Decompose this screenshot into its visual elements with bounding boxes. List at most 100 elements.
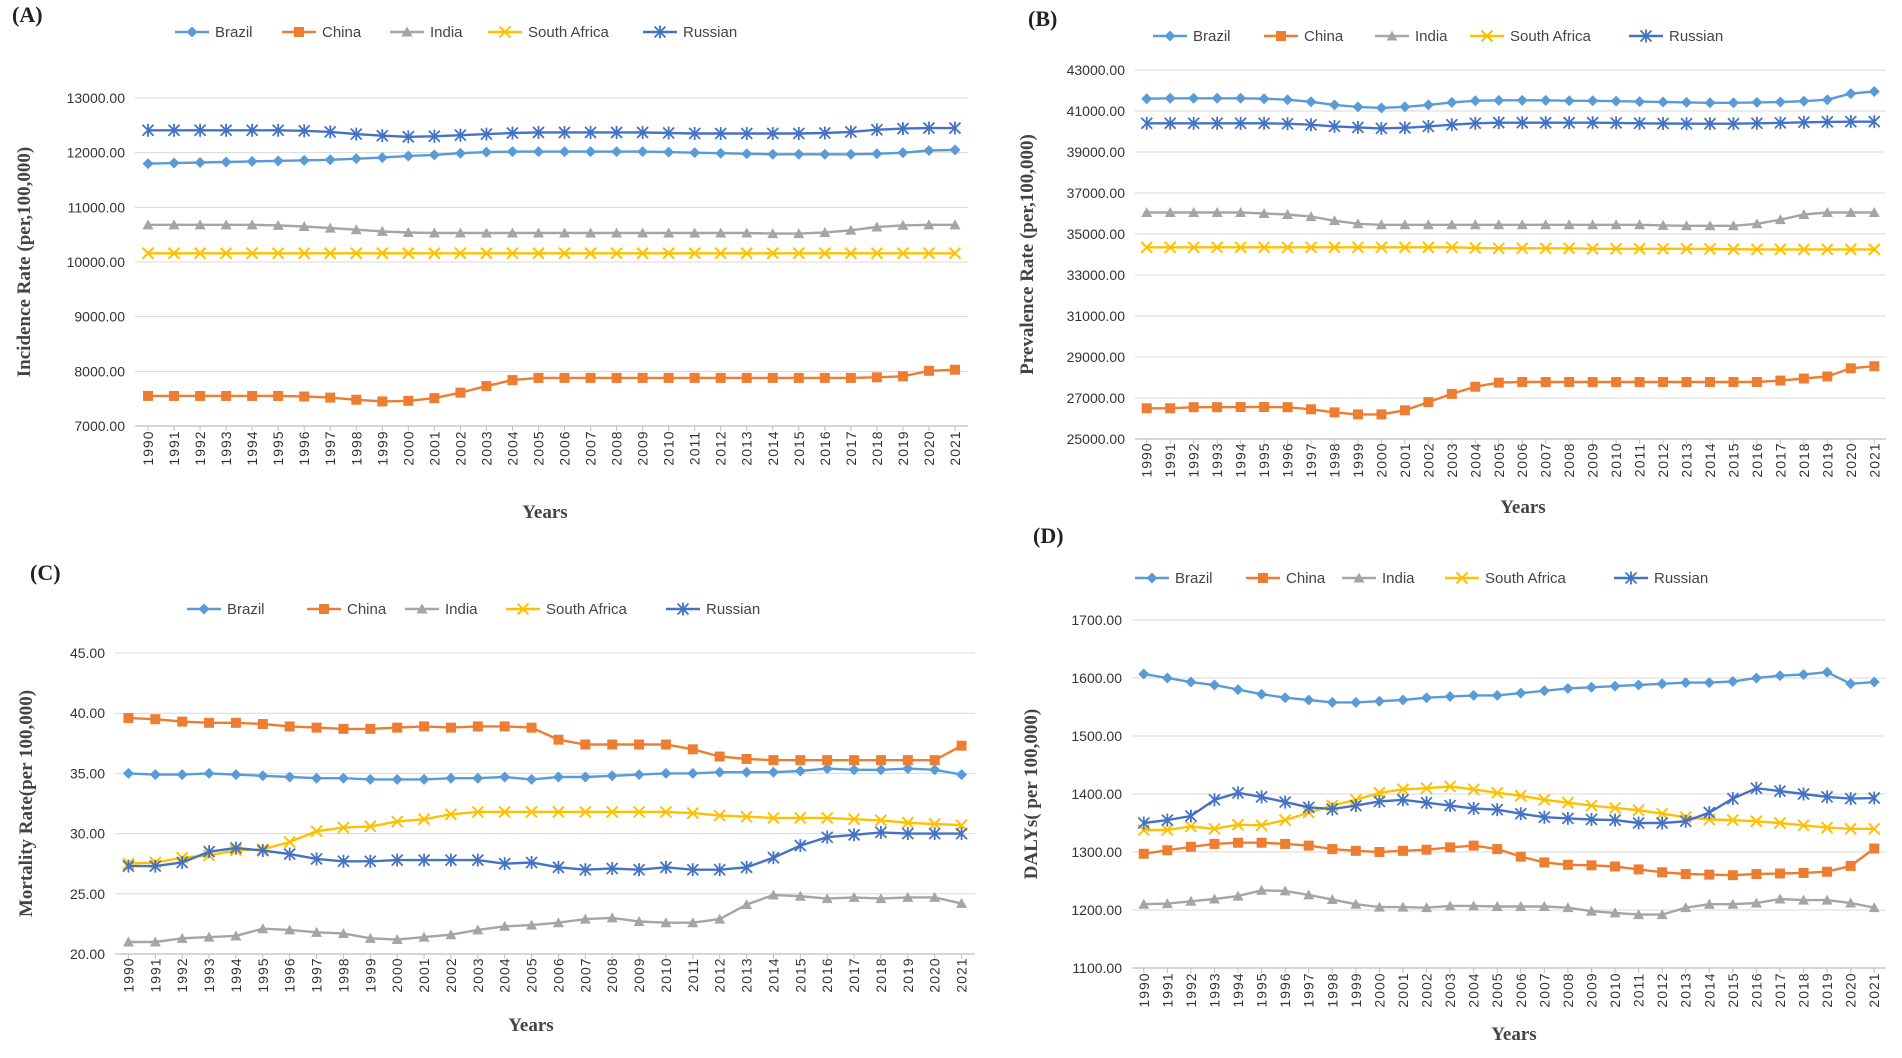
data-point [1164, 206, 1176, 217]
data-point [713, 809, 726, 822]
legend-item: China [1246, 570, 1326, 587]
data-point [283, 847, 296, 861]
data-point [871, 221, 883, 232]
data-point [1657, 96, 1669, 108]
data-point [1515, 687, 1527, 699]
data-point [1609, 242, 1623, 255]
y-tick-label: 12000.00 [67, 145, 126, 161]
data-point [1727, 675, 1739, 687]
data-point [559, 227, 571, 238]
x-tick-label: 1992 [174, 957, 190, 992]
data-point [1444, 691, 1456, 703]
y-tick-label: 8000.00 [74, 363, 125, 379]
data-point [1187, 241, 1200, 254]
data-point [1421, 692, 1433, 704]
data-point [1633, 242, 1646, 255]
series-brazil [1138, 666, 1880, 708]
data-point [1820, 821, 1834, 834]
x-tick-label: 1992 [1183, 972, 1199, 1007]
x-tick-label: 2014 [765, 430, 781, 465]
y-tick-label: 37000.00 [1067, 185, 1126, 201]
data-point [1822, 371, 1833, 382]
data-point [230, 717, 241, 728]
data-point [364, 854, 377, 868]
data-point [1797, 243, 1811, 256]
data-point [1303, 694, 1315, 706]
data-point [579, 771, 591, 783]
legend-item: India [390, 24, 463, 41]
data-point [391, 773, 403, 785]
data-point [257, 770, 269, 782]
data-point [1444, 900, 1456, 911]
data-point [1188, 402, 1199, 413]
legend-marker [416, 603, 428, 614]
x-tick-label: 1995 [255, 957, 271, 992]
legend-marker [401, 26, 413, 37]
data-point [1515, 901, 1527, 912]
data-point [1680, 902, 1692, 913]
data-point [1798, 867, 1809, 878]
data-point [454, 227, 466, 238]
data-point [1304, 241, 1318, 254]
data-point [247, 390, 258, 401]
data-point [1185, 895, 1197, 906]
y-axis-title: DALYs( per 100,000) [1021, 709, 1042, 879]
data-point [689, 227, 701, 238]
data-point [686, 806, 700, 820]
data-point [637, 227, 649, 238]
data-point [1255, 790, 1268, 804]
data-point [1399, 219, 1411, 230]
series-line [1146, 365, 1875, 416]
x-tick-label: 2001 [416, 957, 432, 992]
data-point [1610, 95, 1622, 107]
data-point [284, 721, 295, 732]
data-point [1163, 241, 1177, 254]
data-point [929, 891, 941, 902]
x-tick-label: 1997 [1303, 442, 1319, 477]
data-point [194, 219, 206, 230]
data-point [1234, 241, 1247, 254]
data-point [1373, 786, 1386, 800]
x-tick-label: 2008 [609, 430, 625, 465]
x-tick-label: 1991 [1162, 442, 1178, 477]
data-point [1562, 682, 1574, 694]
data-point [1561, 796, 1575, 809]
data-point [767, 148, 779, 160]
y-tick-label: 7000.00 [74, 418, 125, 434]
data-point [1703, 117, 1717, 131]
data-point [1727, 220, 1739, 231]
data-point [1165, 403, 1176, 414]
data-point [1585, 813, 1598, 827]
data-point [1680, 869, 1691, 880]
data-point [1235, 206, 1247, 217]
data-point [870, 123, 884, 137]
x-tick-label: 2010 [1607, 972, 1623, 1007]
data-point [552, 860, 565, 874]
data-point [1211, 92, 1223, 104]
legend-label: Russian [706, 601, 760, 618]
data-point [1540, 377, 1551, 388]
data-point [1446, 96, 1458, 108]
data-point [818, 247, 832, 260]
x-tick-label: 1993 [1206, 972, 1222, 1007]
data-point [662, 247, 675, 260]
data-point [611, 227, 623, 238]
data-point [298, 154, 310, 166]
y-tick-label: 13000.00 [67, 90, 126, 106]
data-point [1775, 375, 1786, 386]
data-point [740, 810, 753, 823]
legend-item: South Africa [506, 601, 628, 618]
data-point [533, 372, 544, 383]
data-point [1469, 241, 1482, 255]
data-point [633, 915, 645, 926]
series-china [1138, 837, 1880, 881]
data-point [1282, 209, 1294, 220]
data-point [875, 764, 887, 776]
legend: Brazil China India South Africa Russian [175, 24, 737, 41]
data-point [740, 127, 753, 141]
x-tick-label: 2002 [452, 430, 468, 465]
legend-marker [294, 27, 304, 37]
data-point [1468, 689, 1480, 701]
data-point [767, 766, 779, 778]
data-point [1609, 116, 1623, 130]
